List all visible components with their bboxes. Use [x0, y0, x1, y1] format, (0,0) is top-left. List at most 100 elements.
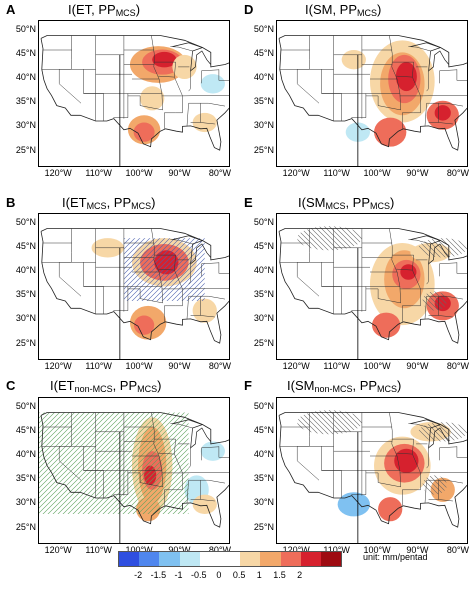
state-border — [402, 472, 421, 491]
longitude-label: 80°W — [208, 168, 231, 178]
great-lakes — [410, 42, 450, 72]
latitude-label: 50°N — [15, 216, 36, 227]
panel-title: I(ET, PPMCS) — [68, 2, 141, 18]
longitude-label: 80°W — [208, 545, 231, 555]
colorbar-swatch — [179, 552, 200, 566]
state-border — [321, 446, 342, 498]
state-border — [113, 470, 129, 495]
latitude-label: 35°N — [253, 289, 274, 300]
state-border — [351, 93, 367, 118]
state-border — [113, 286, 129, 311]
longitude-label: 80°W — [208, 361, 231, 371]
state-border — [439, 262, 457, 265]
latitude-label: 25°N — [253, 337, 274, 348]
colorbar-swatch — [219, 552, 241, 566]
latitude-label: 40°N — [253, 449, 274, 459]
panel-letter: F — [244, 378, 252, 393]
longitude-label: 120°W — [44, 545, 72, 555]
state-border — [113, 93, 129, 118]
latitude-label: 25°N — [15, 144, 36, 155]
state-border — [446, 479, 464, 484]
latitude-label: 25°N — [253, 144, 274, 155]
state-border — [200, 315, 215, 318]
anomaly-patch — [337, 492, 370, 517]
panel-letter: E — [244, 195, 253, 210]
longitude-label: 100°W — [363, 361, 391, 371]
state-border — [321, 262, 342, 314]
state-border — [321, 69, 342, 121]
colorbar-tick-label: 1 — [256, 570, 262, 580]
map-panel-e — [276, 213, 468, 360]
state-border — [151, 412, 163, 487]
great-lakes — [410, 235, 450, 265]
state-border — [424, 296, 427, 319]
state-border — [139, 95, 163, 111]
longitude-label: 120°W — [44, 168, 72, 178]
longitude-label: 100°W — [363, 545, 391, 555]
hatch-region — [418, 238, 467, 258]
latitude-label: 30°N — [15, 313, 36, 324]
anomaly-patch — [192, 112, 217, 133]
latitude-label: 45°N — [15, 240, 36, 251]
colorbar — [118, 551, 342, 567]
latitude-label: 45°N — [15, 424, 36, 435]
anomaly-patch — [200, 74, 225, 94]
state-border — [389, 412, 401, 487]
state-border — [83, 69, 104, 121]
state-border — [408, 423, 431, 429]
state-border — [208, 102, 226, 107]
coastline — [40, 35, 229, 151]
state-border — [408, 239, 431, 245]
latitude-label: 35°N — [15, 289, 36, 300]
longitude-label: 90°W — [406, 361, 429, 371]
state-border — [426, 447, 429, 469]
state-border — [446, 102, 464, 107]
map-panel-d — [276, 20, 468, 167]
colorbar-swatch — [119, 552, 140, 566]
latitude-label: 30°N — [253, 497, 274, 508]
anomaly-patch — [200, 441, 225, 461]
state-border — [208, 479, 226, 484]
state-border — [151, 35, 163, 110]
state-border — [188, 263, 191, 285]
longitude-label: 90°W — [168, 168, 191, 178]
longitude-label: 110°W — [323, 168, 350, 178]
coastline — [278, 412, 467, 528]
state-border — [389, 35, 401, 110]
anomaly-patch — [133, 122, 155, 142]
latitude-label: 40°N — [15, 72, 36, 82]
state-border — [420, 472, 453, 474]
state-border — [389, 228, 401, 303]
state-border — [208, 295, 226, 300]
anomaly-patch — [140, 86, 165, 111]
latitude-label: 50°N — [253, 23, 274, 34]
colorbar-swatch — [159, 552, 180, 566]
state-border — [201, 69, 219, 72]
map-panel-c — [38, 397, 230, 544]
colorbar-tick-label: 0.5 — [232, 570, 246, 580]
state-border — [151, 228, 163, 303]
hatch-region — [297, 226, 362, 251]
anomaly-patch — [192, 298, 217, 323]
map-svg — [278, 226, 467, 359]
panel-letter: D — [244, 2, 254, 17]
state-border — [139, 472, 163, 488]
colorbar-tick-label: -2 — [134, 570, 143, 580]
longitude-label: 80°W — [446, 361, 469, 371]
longitude-label: 110°W — [323, 545, 350, 555]
state-border — [170, 239, 193, 245]
state-border — [439, 69, 457, 72]
latitude-label: 25°N — [253, 521, 274, 532]
state-border — [377, 288, 401, 304]
state-border — [424, 480, 427, 503]
latitude-label: 25°N — [15, 337, 36, 348]
colorbar-swatch — [240, 552, 261, 566]
state-border — [186, 296, 189, 319]
longitude-label: 80°W — [446, 545, 469, 555]
colorbar-tick-label: 2 — [297, 570, 303, 580]
state-border — [377, 472, 401, 488]
longitude-label: 100°W — [125, 361, 153, 371]
state-border — [201, 446, 219, 449]
coastline — [40, 412, 229, 528]
hatch-region — [297, 410, 362, 435]
